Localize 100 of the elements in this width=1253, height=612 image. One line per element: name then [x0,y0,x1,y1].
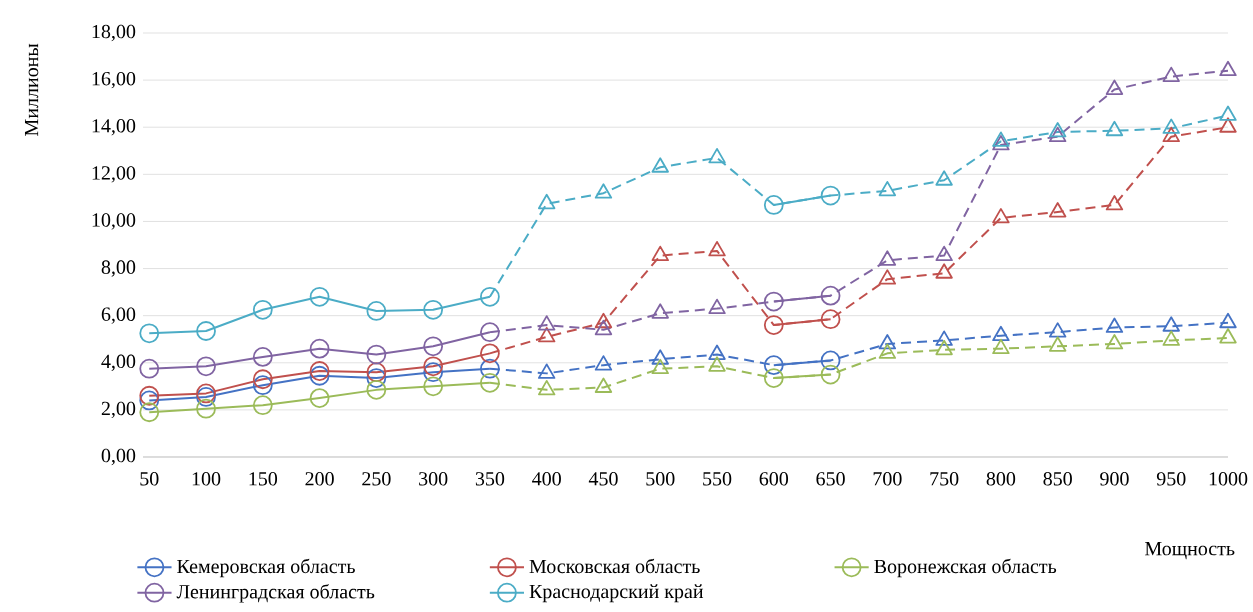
point [878,334,897,350]
x-tick-label: 50 [140,472,159,486]
x-tick-label: 500 [646,472,675,486]
point [708,356,726,372]
point [878,180,897,197]
x-tick-label: 150 [249,472,278,486]
x-tick-label: 950 [1156,472,1186,486]
x-tick-label: 900 [1100,472,1129,486]
x-tick-label: 700 [873,472,902,486]
point [139,385,160,406]
x-tick-label: 200 [305,472,334,486]
point [594,312,613,329]
legend-label: Краснодарский край [529,584,704,603]
y-tick-label: 2,00 [101,401,136,419]
point [1162,66,1180,82]
point [708,147,726,164]
x-tick-label: 350 [475,472,505,486]
point [878,250,897,266]
point [935,245,953,261]
y-tick-label: 8,00 [101,260,136,277]
x-tick-label: 100 [192,472,221,486]
point [423,336,444,357]
point [763,355,784,376]
point [1219,312,1237,329]
point [935,339,953,356]
point [252,299,273,320]
point [1105,195,1124,211]
point [1162,118,1180,134]
point [763,291,784,312]
x-axis-title: Мощность [1144,542,1235,560]
x-tick-label: 800 [986,472,1016,486]
point [538,363,556,379]
point [935,330,953,346]
point [480,343,500,364]
point [309,388,330,409]
point [992,208,1010,224]
x-tick-label: 750 [930,472,959,486]
point [309,338,330,359]
x-tick-label: 300 [419,472,448,486]
point [763,195,784,215]
point [763,315,784,335]
point [935,263,953,279]
x-tick-label: 400 [532,472,561,486]
point [252,346,273,367]
point [196,321,216,341]
point [1219,117,1237,133]
y-tick-label: 10,00 [92,213,136,230]
x-tick-label: 600 [759,472,789,486]
point [708,344,726,360]
point [1162,316,1180,332]
y-tick-label: 6,00 [101,307,136,324]
point [820,309,841,330]
point [139,390,160,411]
point [538,379,556,396]
y-tick-label: 4,00 [101,354,136,371]
point [252,375,273,396]
point [1105,334,1124,350]
point [366,344,387,365]
point [538,193,556,210]
point [1048,322,1067,338]
y-axis-title: Миллионы [24,43,39,136]
point [708,298,726,314]
point [651,349,669,365]
x-tick-label: 450 [588,472,618,486]
y-tick-label: 18,00 [92,24,136,42]
point [309,365,330,386]
point [992,131,1010,147]
point [1219,105,1237,121]
point [1219,328,1237,344]
point [480,286,500,307]
point [1048,122,1067,138]
x-tick-label: 850 [1043,472,1072,486]
point [992,134,1010,151]
point [366,368,387,388]
y-tick-label: 16,00 [92,71,136,89]
y-tick-label: 14,00 [92,119,136,136]
point [1162,330,1180,346]
point [1219,60,1237,77]
point [366,301,387,321]
point [594,377,613,393]
point [1162,126,1180,143]
point [423,362,444,383]
point [139,402,160,423]
point [423,356,444,377]
point [992,325,1010,342]
point [366,362,387,383]
point [820,285,841,306]
legend-label: Ленинградская область [176,583,375,603]
point [594,355,613,371]
point [651,157,669,173]
point [1105,79,1124,95]
point [480,372,500,393]
point [252,395,273,416]
point [196,398,216,419]
y-tick-label: 0,00 [101,448,136,466]
point [1105,120,1124,137]
point [651,303,669,319]
legend-label: Московская область [529,558,700,574]
point [878,343,897,359]
x-tick-label: 250 [362,472,391,486]
